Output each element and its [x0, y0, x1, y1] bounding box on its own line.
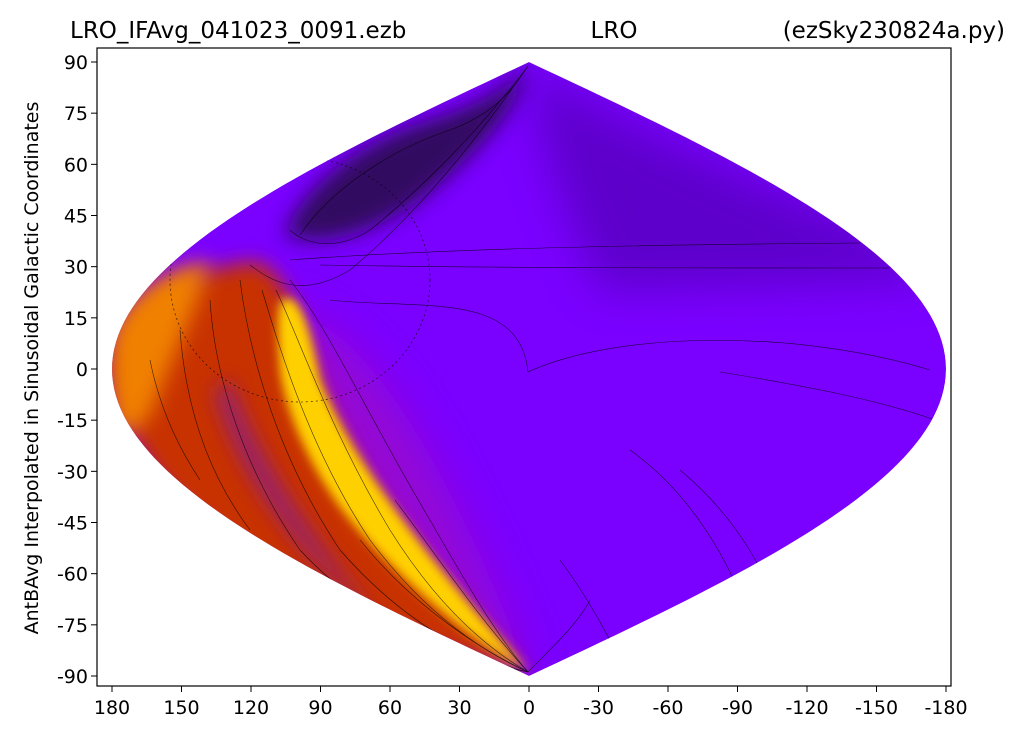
x-tick-label: 0 — [523, 697, 535, 719]
dark-lobe — [285, 66, 528, 241]
contour-line — [719, 371, 936, 421]
contour-line — [275, 289, 529, 673]
x-tick-label: -90 — [722, 697, 753, 719]
x-tick-label: -120 — [785, 697, 828, 719]
x-tick-label: 150 — [163, 697, 199, 719]
x-tick-label: 90 — [308, 697, 332, 719]
x-tick-label: -150 — [855, 697, 898, 719]
y-tick-label: 45 — [64, 206, 88, 228]
title-left: LRO_IFAvg_041023_0091.ezb — [70, 18, 406, 44]
x-tick-label: -60 — [652, 697, 683, 719]
y-axis-ticks: 90 75 60 45 30 15 0 -15 -30 -45 -60 -75 -90 — [57, 52, 97, 688]
bright-band — [278, 298, 528, 672]
x-axis-ticks: 180 150 120 90 60 30 0 -30 -60 -90 -120 -150 -180 — [94, 686, 968, 719]
y-tick-label: 75 — [64, 103, 88, 125]
contour-line — [527, 339, 931, 373]
plot-frame — [96, 47, 952, 687]
x-tick-label: 30 — [447, 697, 471, 719]
x-tick-label: 180 — [94, 697, 130, 719]
y-tick-label: 15 — [64, 308, 88, 330]
contour-line — [149, 359, 201, 481]
y-tick-label: -90 — [57, 666, 88, 688]
y-tick-label: 0 — [76, 359, 88, 381]
sky-map — [112, 62, 946, 676]
y-tick-label: -30 — [57, 461, 88, 483]
north-right-shade — [528, 66, 930, 290]
contour-line — [527, 599, 591, 673]
contour-line — [319, 264, 891, 269]
x-tick-label: -30 — [583, 697, 614, 719]
y-tick-label: -60 — [57, 564, 88, 586]
y-tick-label: 30 — [64, 257, 88, 279]
dotted-circle — [169, 157, 431, 403]
x-tick-label: 120 — [233, 697, 269, 719]
y-tick-label: -75 — [57, 615, 88, 637]
y-tick-label: 60 — [64, 154, 88, 176]
y-tick-label: 90 — [64, 52, 88, 74]
title-right: (ezSky230824a.py) — [783, 18, 1005, 44]
magenta-gap — [215, 380, 380, 620]
contour-line — [329, 299, 529, 373]
contour-line — [359, 539, 529, 673]
orange-edge — [112, 262, 210, 433]
y-tick-label: -45 — [57, 513, 88, 535]
contour-line — [394, 499, 529, 673]
y-tick-label: -15 — [57, 410, 88, 432]
y-axis-label: AntBAvg Interpolated in Sinusoidal Galac… — [21, 102, 43, 635]
contour-line — [289, 279, 529, 673]
x-tick-label: 60 — [378, 697, 402, 719]
title-center: LRO — [591, 18, 638, 44]
contour-line — [249, 65, 529, 286]
contour-line — [299, 65, 529, 236]
contour-line — [289, 242, 861, 261]
x-tick-label: -180 — [924, 697, 967, 719]
contour-line — [289, 65, 529, 244]
contour-line — [179, 329, 251, 531]
